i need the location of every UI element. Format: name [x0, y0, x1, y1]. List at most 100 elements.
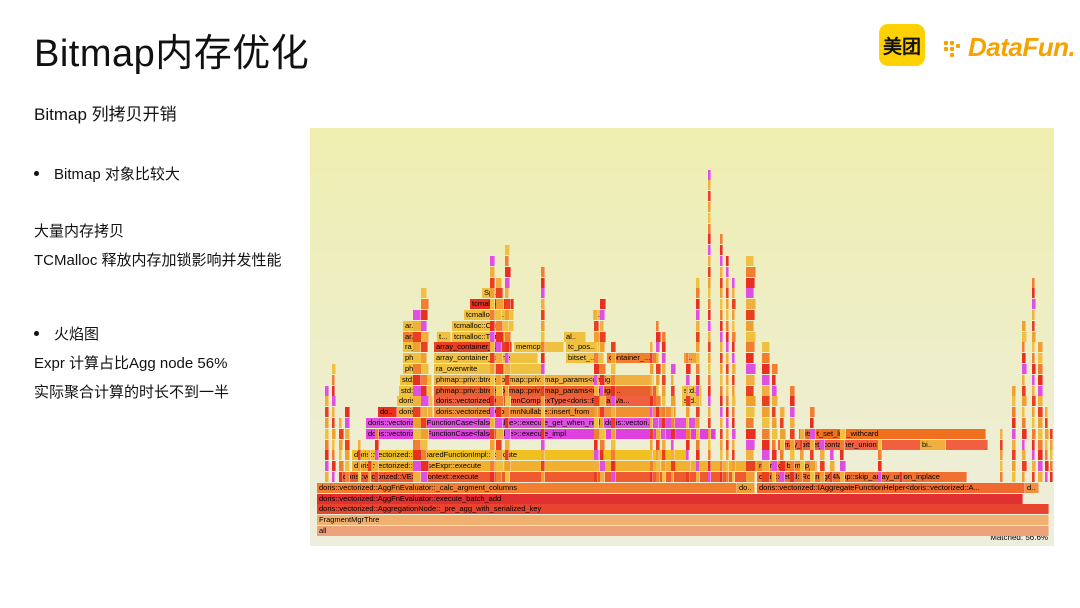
flame-frame[interactable]: [772, 428, 778, 439]
flame-frame[interactable]: [772, 461, 778, 472]
flame-frame[interactable]: bitset_set_list_withcard: [799, 428, 986, 439]
flame-frame[interactable]: [840, 428, 846, 439]
flame-frame[interactable]: [594, 418, 599, 428]
flame-frame[interactable]: [708, 169, 711, 180]
flame-frame[interactable]: [650, 396, 654, 407]
flame-frame[interactable]: [345, 461, 350, 472]
flame-frame[interactable]: [726, 407, 729, 418]
flame-frame[interactable]: [790, 472, 795, 482]
flame-frame[interactable]: [772, 385, 777, 396]
flame-frame[interactable]: [1032, 385, 1035, 396]
flame-frame[interactable]: [762, 461, 770, 472]
flame-frame[interactable]: array_container_...: [434, 342, 512, 353]
flame-frame[interactable]: [696, 277, 700, 288]
flame-frame[interactable]: [496, 439, 502, 450]
flame-frame[interactable]: [611, 374, 616, 385]
flame-frame[interactable]: [746, 310, 755, 320]
flame-frame[interactable]: [708, 223, 711, 234]
flame-frame[interactable]: [496, 385, 503, 396]
flame-frame[interactable]: [325, 472, 329, 482]
flame-frame[interactable]: [1032, 299, 1036, 310]
flame-frame[interactable]: [600, 461, 606, 472]
flame-frame[interactable]: [772, 439, 776, 450]
flame-frame[interactable]: [600, 310, 605, 320]
flame-frame[interactable]: [1032, 342, 1035, 353]
flame-frame[interactable]: [820, 472, 825, 482]
flame-frame[interactable]: [490, 396, 495, 407]
flame-frame[interactable]: [421, 418, 427, 428]
flame-frame[interactable]: [830, 461, 835, 472]
flame-frame[interactable]: do..: [737, 482, 755, 493]
flame-frame[interactable]: [800, 472, 803, 482]
flame-frame[interactable]: [490, 288, 495, 299]
flame-frame[interactable]: [878, 472, 882, 482]
flame-frame[interactable]: [708, 180, 711, 191]
flame-frame[interactable]: [830, 472, 833, 482]
flame-frame[interactable]: [339, 472, 343, 482]
flame-frame[interactable]: [541, 472, 545, 482]
flame-frame[interactable]: [1032, 364, 1036, 374]
flame-frame[interactable]: [708, 407, 711, 418]
flame-frame[interactable]: [505, 288, 509, 299]
flame-frame[interactable]: [339, 439, 343, 450]
flame-frame[interactable]: [708, 245, 711, 256]
flame-frame[interactable]: [496, 277, 502, 288]
flame-frame[interactable]: [726, 299, 729, 310]
flame-frame[interactable]: [671, 364, 676, 374]
flame-frame[interactable]: [1022, 450, 1026, 461]
flame-frame[interactable]: [650, 439, 653, 450]
flame-frame[interactable]: [772, 364, 778, 374]
flame-frame[interactable]: [1045, 439, 1048, 450]
flame-frame[interactable]: [611, 418, 616, 428]
flame-frame[interactable]: [780, 428, 786, 439]
flame-frame[interactable]: [762, 364, 770, 374]
flame-frame[interactable]: [746, 450, 754, 461]
flame-frame[interactable]: [594, 320, 599, 331]
flame-frame[interactable]: [594, 353, 599, 364]
flame-frame[interactable]: [656, 342, 660, 353]
flame-frame[interactable]: [1038, 364, 1043, 374]
flame-frame[interactable]: [1012, 407, 1016, 418]
flame-frame[interactable]: [746, 428, 756, 439]
flame-frame[interactable]: [600, 353, 604, 364]
flame-frame[interactable]: [1050, 472, 1053, 482]
flame-frame[interactable]: [490, 320, 495, 331]
flame-frame[interactable]: roaring_bitmap_or_inplace: [757, 461, 817, 472]
flame-frame[interactable]: [1038, 439, 1043, 450]
flame-frame[interactable]: [1038, 396, 1043, 407]
flame-frame[interactable]: [708, 385, 711, 396]
flame-frame[interactable]: [325, 407, 329, 418]
flame-frame[interactable]: all: [317, 526, 1049, 536]
flame-frame[interactable]: [656, 385, 659, 396]
flame-frame[interactable]: [1038, 385, 1043, 396]
flame-frame[interactable]: [496, 407, 502, 418]
flame-frame[interactable]: [421, 407, 428, 418]
flame-frame[interactable]: [726, 320, 729, 331]
flame-frame[interactable]: [421, 320, 427, 331]
flame-frame[interactable]: [708, 428, 711, 439]
flame-frame[interactable]: [780, 418, 784, 428]
flame-frame[interactable]: [772, 418, 777, 428]
flame-frame[interactable]: [505, 385, 509, 396]
flame-frame[interactable]: [686, 385, 689, 396]
flame-frame[interactable]: [1022, 428, 1027, 439]
flame-frame[interactable]: [496, 428, 504, 439]
flame-frame[interactable]: [820, 461, 825, 472]
flame-frame[interactable]: [600, 472, 605, 482]
flame-frame[interactable]: [720, 364, 723, 374]
flame-frame[interactable]: [1038, 450, 1043, 461]
flame-frame[interactable]: tcmalloc::Cen..: [452, 320, 514, 331]
flame-frame[interactable]: [720, 418, 723, 428]
flame-frame[interactable]: [325, 461, 329, 472]
flame-frame[interactable]: [358, 450, 361, 461]
flame-frame[interactable]: [1022, 396, 1027, 407]
flame-frame[interactable]: [1038, 472, 1043, 482]
flame-frame[interactable]: [421, 331, 429, 342]
flame-frame[interactable]: [650, 364, 654, 374]
flame-frame[interactable]: [594, 396, 600, 407]
flame-frame[interactable]: [505, 428, 511, 439]
flame-frame[interactable]: [772, 407, 776, 418]
flame-frame[interactable]: [671, 407, 674, 418]
flame-frame[interactable]: [375, 461, 379, 472]
flame-frame[interactable]: [490, 277, 495, 288]
